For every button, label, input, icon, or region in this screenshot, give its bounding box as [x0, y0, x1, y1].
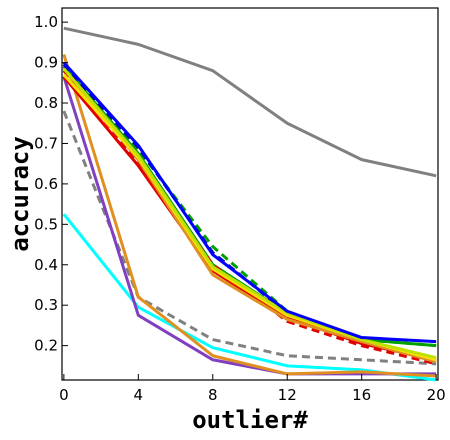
x-tick-label: 8 [208, 386, 218, 404]
series-line-8 [62, 69, 437, 366]
series-line-6 [62, 65, 437, 348]
series-line-5 [62, 63, 437, 348]
x-tick-label: 20 [427, 386, 446, 404]
series-line-9 [62, 75, 437, 362]
y-tick-label: 0.7 [34, 134, 58, 152]
x-axis-title: outlier# [192, 406, 308, 434]
x-tick-label: 4 [134, 386, 144, 404]
series-line-10 [62, 67, 437, 364]
series-line-7 [62, 63, 437, 362]
y-tick-label: 0.4 [34, 256, 58, 274]
y-axis-title: accuracy [6, 136, 34, 252]
y-tick-label: 0.9 [34, 54, 58, 72]
series-line-3 [62, 76, 437, 376]
series-line-4 [62, 54, 437, 378]
x-tick-label: 12 [278, 386, 297, 404]
axis-layer: 0 4 8 12 16 20 0.2 0.3 0.4 0.5 0.6 0.7 0.8 0.9 1.0 [34, 13, 446, 404]
y-tick-label: 0.3 [34, 296, 58, 314]
y-tick-label: 0.5 [34, 215, 58, 233]
y-tick-label: 0.8 [34, 94, 58, 112]
series-line-12 [62, 67, 437, 360]
plot-area [61, 7, 439, 381]
y-tick-label: 1.0 [34, 13, 58, 31]
series-line-0 [63, 26, 437, 178]
x-tick-label: 0 [59, 386, 69, 404]
series-line-13 [62, 61, 437, 344]
series-line-11 [62, 73, 437, 362]
series-line-2 [62, 110, 437, 366]
x-tick-label: 16 [352, 386, 371, 404]
y-tick-label: 0.2 [34, 337, 58, 355]
series-layer [62, 26, 437, 382]
y-tick-label: 0.6 [34, 175, 58, 193]
